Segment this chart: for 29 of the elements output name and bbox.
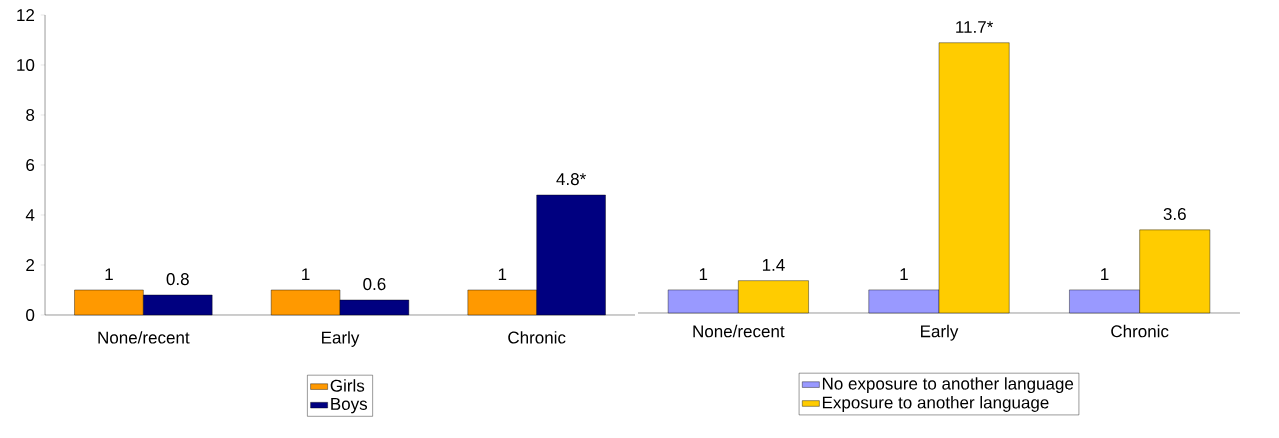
y-tick-label: 0 (26, 308, 35, 322)
data-label: 11.7* (956, 21, 994, 33)
x-tick-label: Chronic (1111, 324, 1169, 338)
data-label: 4.8* (556, 173, 586, 186)
y-tick-label: 8 (26, 108, 35, 122)
y-tick-label: 10 (17, 58, 35, 72)
data-label: 1 (498, 268, 507, 281)
x-tick-label: Early (921, 324, 959, 341)
data-label: 1 (105, 268, 113, 281)
data-label: 1 (699, 268, 708, 281)
legend-label: Girls (330, 379, 365, 392)
data-label: 1 (900, 268, 908, 281)
x-tick-label: None/recent (693, 324, 785, 338)
x-tick-label: Chronic (508, 331, 566, 344)
y-tick-label: 4 (25, 209, 35, 221)
x-tick-label: Early (322, 331, 360, 347)
y-tick-label: 6 (26, 158, 35, 172)
x-tick-label: None/recent (98, 331, 190, 344)
legend-label: No exposure to another language (822, 377, 1074, 394)
legend-label: Boys (331, 398, 368, 414)
data-label: 0.6 (363, 278, 386, 291)
data-label: 1.4 (762, 259, 785, 271)
legend-label: Exposure to another language (822, 396, 1049, 412)
data-label: 1 (1101, 268, 1109, 281)
data-label: 3.6 (1163, 207, 1186, 220)
data-label: 1 (302, 268, 310, 281)
data-label: 0.8 (166, 273, 189, 286)
y-tick-label: 2 (26, 259, 35, 271)
y-tick-label: 12 (17, 9, 35, 21)
